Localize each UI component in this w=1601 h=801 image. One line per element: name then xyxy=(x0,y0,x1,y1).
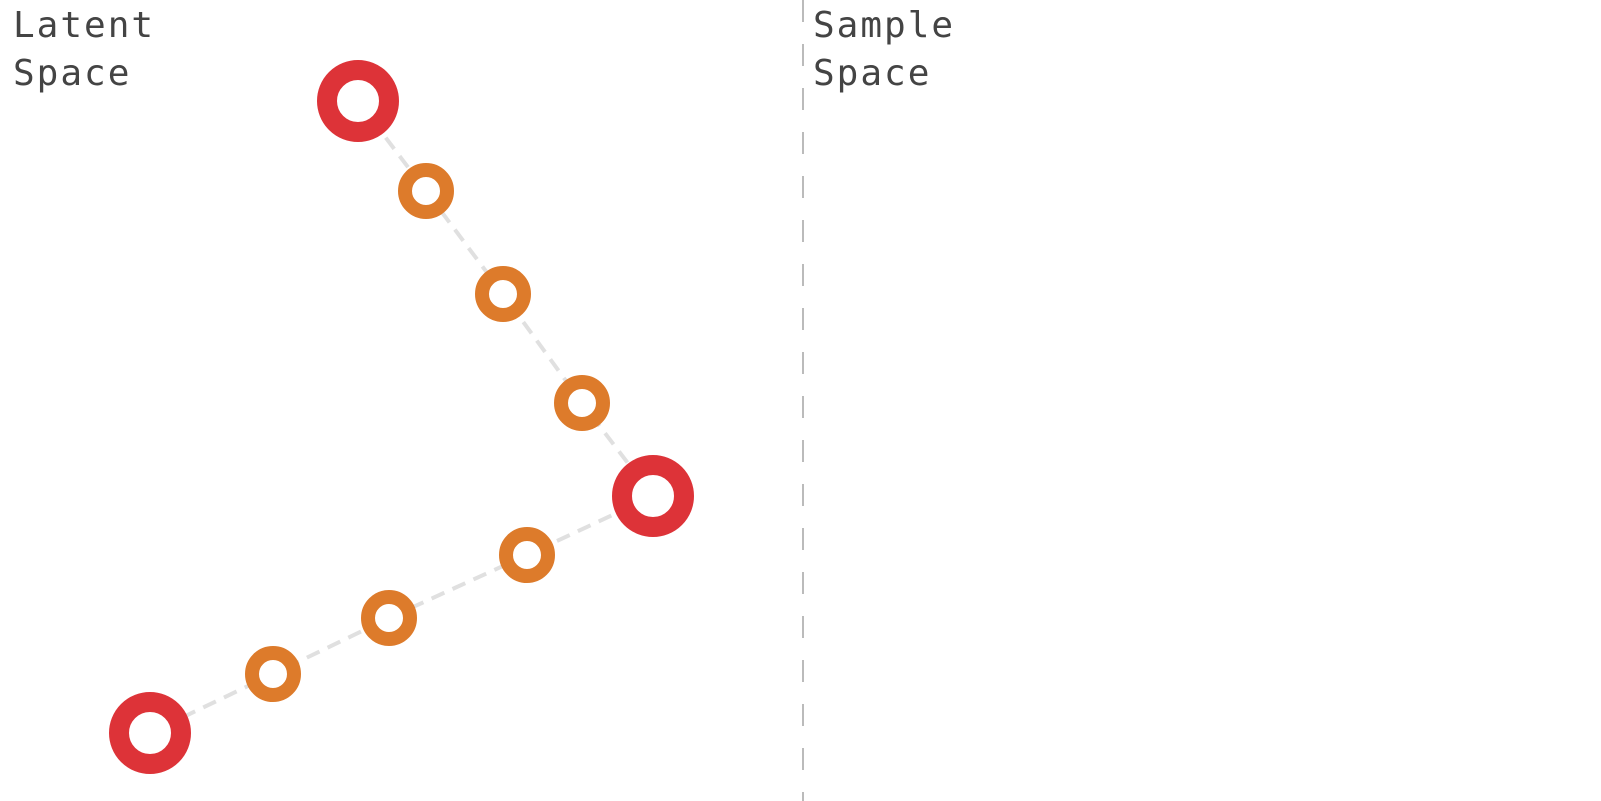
interpolated-point-interp-5 xyxy=(361,590,417,646)
anchor-point-anchor-b xyxy=(612,455,694,537)
interpolated-point-interp-6 xyxy=(245,646,301,702)
interpolated-point-interp-4 xyxy=(499,527,555,583)
anchor-point-anchor-c xyxy=(109,692,191,774)
interpolated-point-interp-2 xyxy=(475,266,531,322)
interpolation-path-lower xyxy=(149,494,654,735)
latent-space-label: Latent Space xyxy=(13,5,156,94)
latent-points xyxy=(109,60,694,774)
interpolated-point-interp-3 xyxy=(554,375,610,431)
interpolated-point-interp-1 xyxy=(398,163,454,219)
anchor-point-anchor-a xyxy=(317,60,399,142)
sample-space-label: Sample Space xyxy=(813,5,956,94)
